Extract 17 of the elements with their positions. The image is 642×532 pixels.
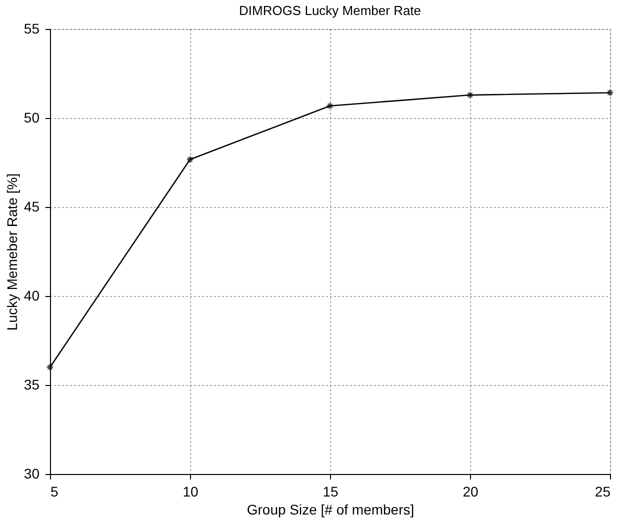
x-tick-label: 10: [182, 484, 198, 500]
y-tick-label: 30: [24, 466, 40, 482]
point: [326, 102, 334, 110]
point: [186, 156, 194, 164]
x-tick-label: 25: [594, 484, 611, 500]
y-axis-title: Lucky Memeber Rate [%]: [4, 173, 20, 331]
y-tick-label: 35: [24, 376, 40, 392]
point: [466, 91, 474, 99]
y-tick-label: 50: [24, 110, 40, 126]
x-tick-label: 20: [462, 484, 478, 500]
x-axis-title: Group Size [# of members]: [246, 502, 414, 518]
y-tick-label: 45: [24, 198, 40, 214]
x-tick-label: 5: [50, 484, 58, 500]
y-tick-label: 40: [24, 288, 40, 304]
y-tick-label: 55: [24, 20, 40, 36]
x-tick-label: 15: [322, 484, 338, 500]
chart-title: DIMROGS Lucky Member Rate: [238, 3, 422, 18]
